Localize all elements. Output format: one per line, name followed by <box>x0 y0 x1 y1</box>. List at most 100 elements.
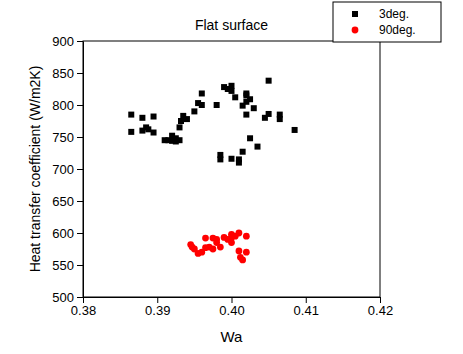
tick-mark <box>380 297 381 303</box>
tick: 900 <box>52 34 83 49</box>
tick-mark <box>77 297 83 298</box>
tick-mark <box>77 169 83 170</box>
point <box>202 235 209 242</box>
point <box>191 108 197 114</box>
tick: 700 <box>52 162 83 177</box>
tick-label: 500 <box>52 290 74 305</box>
point <box>232 94 238 100</box>
point <box>266 111 272 117</box>
point <box>292 127 298 133</box>
tick: 550 <box>52 258 83 273</box>
points <box>128 78 297 264</box>
y-axis-title: Heat transfer coefficient (W/m2K) <box>27 66 43 273</box>
legend-box <box>333 2 441 42</box>
point <box>236 230 243 237</box>
tick-mark <box>77 41 83 42</box>
point <box>177 124 183 130</box>
axis-line <box>83 42 84 298</box>
tick-mark <box>77 137 83 138</box>
point <box>202 244 209 251</box>
point <box>240 149 246 155</box>
point <box>128 112 134 118</box>
tick: 0.38 <box>71 297 96 318</box>
point <box>229 83 235 89</box>
tick-label: 700 <box>52 162 74 177</box>
point <box>214 102 220 108</box>
point <box>217 244 224 251</box>
legend-marker <box>352 11 358 17</box>
tick-mark <box>77 201 83 202</box>
point <box>210 235 217 242</box>
tick: 650 <box>52 194 83 209</box>
x-axis-title: Wa <box>221 328 244 345</box>
point <box>128 129 134 135</box>
point <box>243 90 249 96</box>
point <box>151 130 157 136</box>
tick-label: 0.39 <box>145 303 170 318</box>
tick-mark <box>83 297 84 303</box>
tick-mark <box>77 105 83 106</box>
point <box>217 152 223 158</box>
tick-label: 550 <box>52 258 74 273</box>
tick: 0.39 <box>145 297 170 318</box>
legend-label: 90deg. <box>379 23 416 37</box>
point <box>266 78 272 84</box>
tick-label: 650 <box>52 194 74 209</box>
tick-label: 0.42 <box>368 303 393 318</box>
tick-mark <box>306 297 307 303</box>
point <box>229 88 235 94</box>
point <box>247 96 253 102</box>
legend-label: 3deg. <box>379 7 409 21</box>
point <box>236 160 242 166</box>
x-axis: 0.38 0.39 0.40 0.41 0.42 <box>71 297 393 318</box>
tick-label: 750 <box>52 130 74 145</box>
tick-label: 0.38 <box>71 303 96 318</box>
legend-marker <box>352 27 359 34</box>
point <box>229 156 235 162</box>
plot-frame <box>83 41 380 297</box>
plot: 0.38 0.39 0.40 0.41 0.42 500 550 600 650 700 750 80… <box>52 34 393 319</box>
tick-label: 900 <box>52 34 74 49</box>
point <box>251 105 257 111</box>
chart: 0.38 0.39 0.40 0.41 0.42 500 550 600 650 700 750 80… <box>0 0 463 354</box>
tick: 0.41 <box>294 297 319 318</box>
point <box>199 102 205 108</box>
point <box>243 249 250 256</box>
tick-mark <box>77 233 83 234</box>
point <box>139 115 145 121</box>
legend: 3deg. 90deg. <box>333 2 441 42</box>
tick-label: 800 <box>52 98 74 113</box>
tick-label: 0.41 <box>294 303 319 318</box>
tick-label: 600 <box>52 226 74 241</box>
tick: 500 <box>52 290 83 305</box>
series <box>187 230 249 264</box>
tick: 0.42 <box>368 297 393 318</box>
tick-mark <box>77 73 83 74</box>
tick-label: 0.40 <box>219 303 244 318</box>
point <box>236 248 243 255</box>
point <box>210 246 217 253</box>
point <box>145 126 151 132</box>
y-axis: 500 550 600 650 700 750 800 850 900 <box>52 34 83 305</box>
point <box>239 256 246 263</box>
point <box>247 135 253 141</box>
point <box>178 118 184 124</box>
tick-mark <box>232 297 233 303</box>
point <box>151 114 157 120</box>
point <box>243 233 250 240</box>
tick-mark <box>77 265 83 266</box>
point <box>243 112 249 118</box>
point <box>177 137 183 143</box>
point <box>254 144 260 150</box>
title: Flat surface <box>195 17 268 33</box>
tick: 600 <box>52 226 83 241</box>
tick: 800 <box>52 98 83 113</box>
tick-label: 850 <box>52 66 74 81</box>
point <box>199 90 205 96</box>
tick: 0.40 <box>219 297 244 318</box>
series <box>128 78 297 166</box>
point <box>240 103 246 109</box>
tick: 850 <box>52 66 83 81</box>
tick: 750 <box>52 130 83 145</box>
tick-mark <box>157 297 158 303</box>
